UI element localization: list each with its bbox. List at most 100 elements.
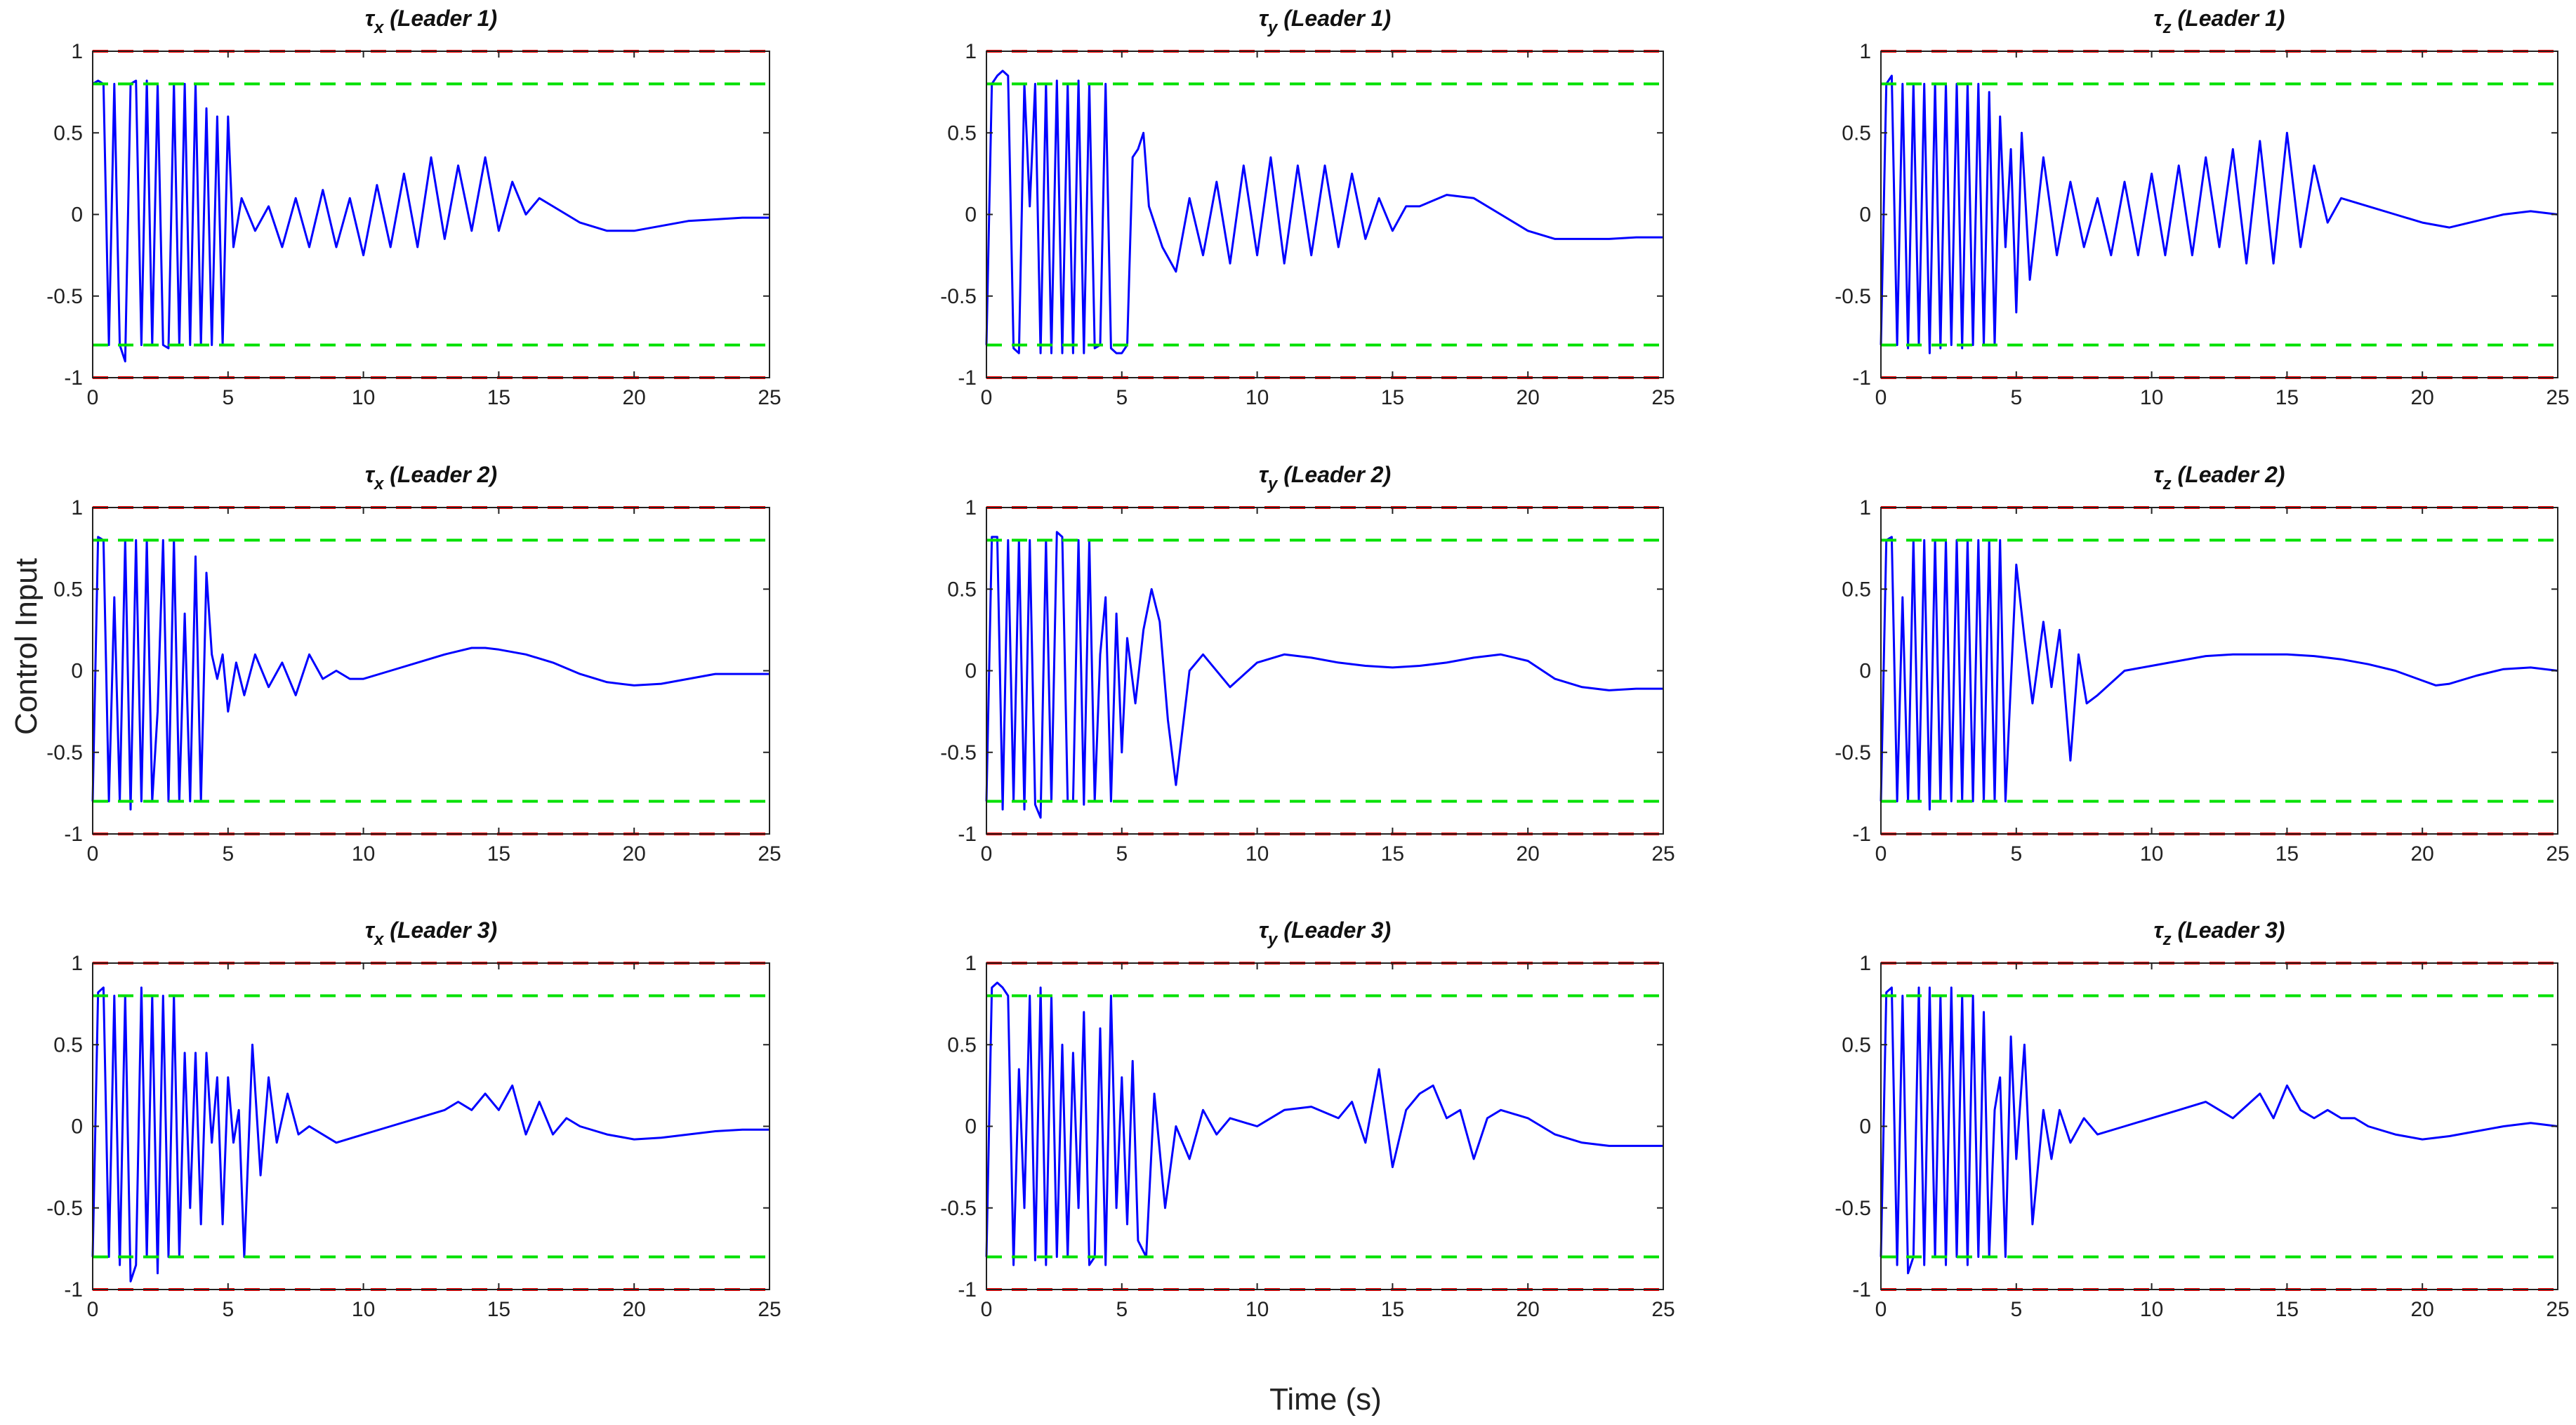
plot-area [986, 51, 1663, 378]
title-symbol: τ [365, 917, 376, 943]
title-symbol: τ [1259, 462, 1269, 487]
signal-line [92, 79, 770, 363]
x-tick-label: 10 [2140, 1298, 2163, 1321]
title-subscript: x [373, 18, 385, 37]
x-tick-label: 15 [487, 842, 510, 866]
x-tick-label: 5 [2010, 386, 2022, 409]
x-tick-label: 5 [1116, 842, 1128, 866]
panel-4: 0 5 10 15 20 25 -1 -0.5 0 0.5 1 τx (Leader 2) [46, 462, 781, 866]
x-tick-label: 10 [1246, 1298, 1269, 1321]
signal-line [1880, 986, 2558, 1275]
panel-title: τy (Leader 1) [1259, 6, 1391, 37]
signal-line [91, 986, 770, 1282]
y-tick-label: 0.5 [947, 1033, 977, 1056]
title-subscript: z [2162, 930, 2172, 949]
x-tick-label: 20 [2411, 1298, 2434, 1321]
x-tick-label: 0 [87, 842, 99, 866]
plot-area [986, 963, 1663, 1290]
y-tick-label: -0.5 [940, 1197, 977, 1220]
panel-8: 0 5 10 15 20 25 -1 -0.5 0 0.5 1 τy (Leader 3) [940, 917, 1675, 1321]
y-tick-label: -1 [1852, 366, 1871, 390]
title-leader: (Leader 3) [383, 917, 497, 943]
panel-title: τx (Leader 1) [365, 6, 497, 37]
x-tick-label: 10 [1246, 386, 1269, 409]
y-tick-label: 0 [965, 1115, 977, 1139]
y-tick-label: 0.5 [947, 578, 977, 601]
title-subscript: z [2162, 18, 2172, 37]
x-tick-label: 25 [758, 1298, 781, 1321]
plot-area [93, 963, 770, 1290]
signal-line [1880, 536, 2558, 811]
y-tick-label: -0.5 [46, 1197, 83, 1220]
panel-6: 0 5 10 15 20 25 -1 -0.5 0 0.5 1 τz (Leader 2) [1835, 462, 2569, 866]
x-tick-label: 20 [1517, 842, 1540, 866]
y-tick-label: 0.5 [53, 1033, 83, 1056]
x-tick-label: 15 [2276, 842, 2299, 866]
panel-3: 0 5 10 15 20 25 -1 -0.5 0 0.5 1 τz (Leader 1) [1835, 6, 2569, 409]
y-tick-label: 1 [71, 952, 83, 975]
panel-title: τz (Leader 3) [2154, 917, 2285, 949]
y-tick-label: -1 [958, 366, 977, 390]
x-tick-label: 5 [1116, 1298, 1128, 1321]
plot-area [1881, 963, 2558, 1290]
x-tick-label: 20 [623, 1298, 646, 1321]
plot-area [93, 508, 770, 834]
title-leader: (Leader 3) [1277, 917, 1391, 943]
title-subscript: y [1267, 475, 1279, 493]
y-tick-label: -1 [64, 1278, 83, 1301]
title-leader: (Leader 1) [2172, 6, 2285, 31]
panel-title: τy (Leader 3) [1259, 917, 1391, 949]
x-tick-label: 0 [981, 842, 993, 866]
y-tick-label: -1 [64, 366, 83, 390]
title-symbol: τ [2154, 917, 2165, 943]
x-tick-label: 0 [87, 1298, 99, 1321]
y-axis-label: Control Input [9, 558, 44, 735]
title-leader: (Leader 2) [1277, 462, 1391, 487]
y-tick-label: 1 [1859, 40, 1871, 63]
title-symbol: τ [365, 462, 376, 487]
signal-line [91, 536, 770, 811]
x-tick-label: 15 [487, 386, 510, 409]
x-tick-label: 15 [1381, 386, 1404, 409]
x-tick-label: 5 [1116, 386, 1128, 409]
x-tick-label: 20 [2411, 842, 2434, 866]
x-tick-label: 5 [2010, 842, 2022, 866]
y-tick-label: 0 [71, 204, 83, 227]
x-tick-label: 0 [87, 386, 99, 409]
panel-1: 0 5 10 15 20 25 -1 -0.5 0 0.5 1 τx (Leader 1) [46, 6, 781, 409]
panel-title: τz (Leader 2) [2154, 462, 2285, 493]
panel-5: 0 5 10 15 20 25 -1 -0.5 0 0.5 1 τy (Leader 2) [940, 462, 1675, 866]
x-tick-label: 15 [2276, 386, 2299, 409]
x-tick-label: 20 [623, 842, 646, 866]
y-tick-label: -1 [1852, 1278, 1871, 1301]
x-tick-label: 10 [352, 386, 375, 409]
x-tick-label: 25 [1651, 386, 1675, 409]
signal-line [985, 531, 1663, 819]
title-symbol: τ [1259, 6, 1269, 31]
title-symbol: τ [2154, 6, 2165, 31]
y-tick-label: 0 [965, 204, 977, 227]
y-tick-label: 1 [71, 496, 83, 519]
x-tick-label: 15 [1381, 842, 1404, 866]
x-tick-label: 5 [222, 386, 234, 409]
title-leader: (Leader 1) [1277, 6, 1391, 31]
x-tick-label: 25 [1651, 842, 1675, 866]
y-tick-label: -0.5 [1835, 1197, 1871, 1220]
panel-2: 0 5 10 15 20 25 -1 -0.5 0 0.5 1 τy (Leader 1) [940, 6, 1675, 409]
y-tick-label: 0 [71, 660, 83, 683]
y-tick-label: -0.5 [46, 285, 83, 308]
y-tick-label: 0.5 [53, 578, 83, 601]
x-tick-label: 10 [352, 1298, 375, 1321]
y-tick-label: -0.5 [1835, 741, 1871, 764]
y-tick-label: -0.5 [940, 741, 977, 764]
x-tick-label: 0 [1875, 386, 1887, 409]
panel-title: τz (Leader 1) [2154, 6, 2285, 37]
title-leader: (Leader 1) [383, 6, 497, 31]
y-tick-label: 0.5 [53, 121, 83, 145]
x-tick-label: 10 [352, 842, 375, 866]
x-tick-label: 10 [1246, 842, 1269, 866]
y-tick-label: -1 [958, 823, 977, 846]
x-tick-label: 20 [623, 386, 646, 409]
y-tick-label: 0.5 [947, 121, 977, 145]
